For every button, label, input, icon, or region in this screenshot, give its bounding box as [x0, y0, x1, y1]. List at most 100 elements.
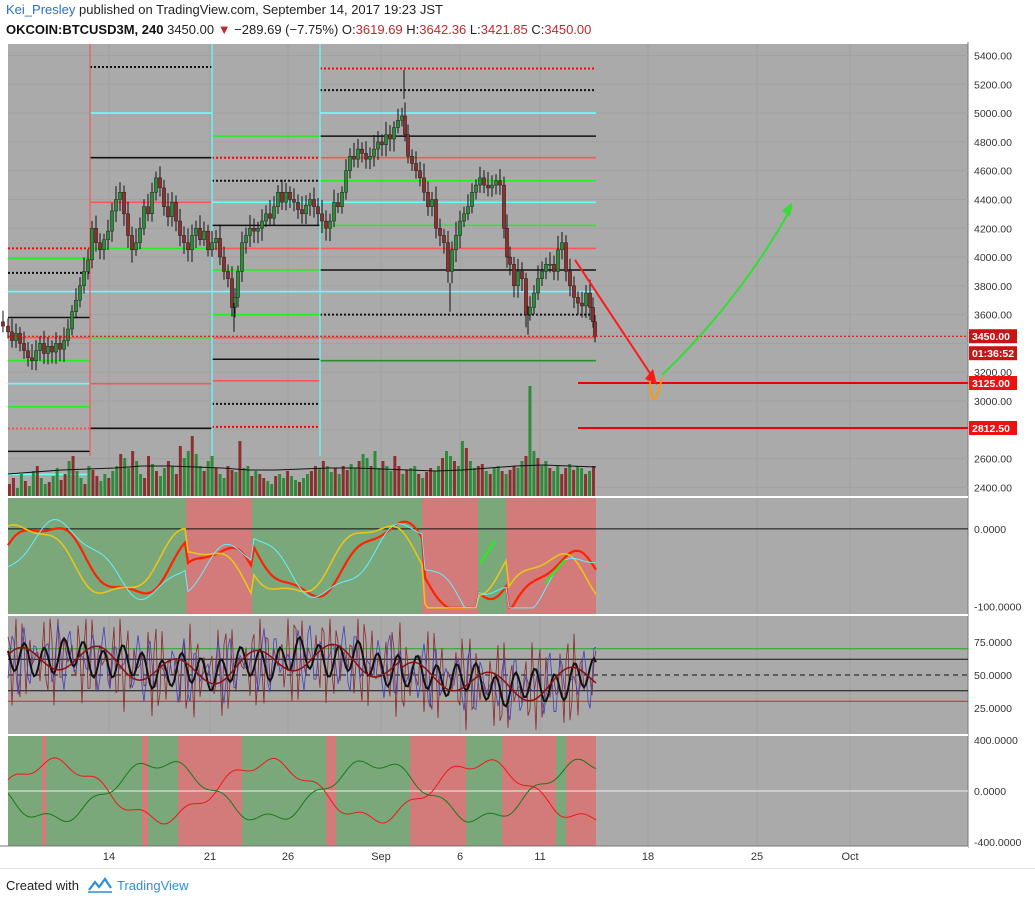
- volume-bar: [47, 482, 51, 496]
- volume-bar: [43, 484, 47, 496]
- candle-body: [403, 115, 407, 135]
- candle-body: [34, 350, 38, 361]
- candle-body: [30, 357, 34, 361]
- volume-bar: [449, 456, 452, 496]
- candle-body: [138, 228, 142, 243]
- volume-bar: [468, 461, 472, 496]
- volume-bar: [238, 441, 242, 496]
- volume-bar: [333, 468, 337, 496]
- y-tick-label: 3800.00: [974, 281, 1012, 293]
- x-tick-label: 21: [204, 851, 216, 863]
- down-arrow-icon: ▼: [217, 22, 231, 37]
- osc3-tick-label: 400.0000: [974, 735, 1018, 747]
- x-tick-label: 6: [457, 851, 463, 863]
- volume-bar: [536, 458, 540, 496]
- volume-bar: [286, 471, 290, 496]
- candle-body: [328, 220, 332, 229]
- author-link[interactable]: Kei_Presley: [6, 2, 76, 17]
- volume-bar: [421, 478, 425, 496]
- y-tick-label: 4600.00: [974, 166, 1012, 178]
- volume-bar: [353, 468, 357, 496]
- candle-body: [210, 242, 214, 251]
- candle-body: [276, 192, 280, 207]
- volume-bar: [155, 471, 158, 496]
- candle-body: [340, 192, 344, 207]
- candle-body: [482, 177, 486, 186]
- candle-body: [162, 187, 166, 207]
- candle-body: [94, 228, 98, 243]
- open-label: O:: [341, 22, 356, 37]
- candle-body: [74, 300, 78, 312]
- volume-bar: [71, 456, 75, 496]
- candle-body: [454, 235, 458, 251]
- volume-bar: [476, 466, 480, 496]
- chart-canvas[interactable]: 5400.00 5200.00 5000.00 4800.00 4600.00 4400.…: [0, 0, 1035, 868]
- volume-bar: [218, 474, 222, 496]
- tradingview-brand-link[interactable]: TradingView: [117, 878, 189, 893]
- volume-bar: [341, 466, 345, 496]
- volume-bar: [230, 470, 234, 496]
- volume-bar: [456, 466, 460, 496]
- volume-bar: [337, 474, 341, 496]
- chart-header: Kei_Presley published on TradingView.com…: [0, 0, 1035, 42]
- volume-bar: [472, 468, 476, 496]
- candle-body: [356, 148, 360, 160]
- candle-body: [450, 249, 454, 272]
- candle-body: [226, 271, 230, 279]
- volume-bar: [592, 466, 595, 496]
- volume-bar: [552, 471, 556, 496]
- candle-body: [446, 242, 450, 272]
- y-tick-label: 5400.00: [974, 51, 1012, 63]
- candle-body: [580, 302, 584, 307]
- y-tick-label: 4000.00: [974, 252, 1012, 264]
- volume-bar: [190, 436, 194, 496]
- volume-bar: [429, 468, 433, 496]
- candle-body: [414, 163, 418, 171]
- volume-bar: [23, 481, 27, 496]
- volume-bar: [262, 478, 266, 496]
- candle-body: [26, 350, 30, 359]
- y-tick-label: 2400.00: [974, 482, 1012, 494]
- price-label-bg: [969, 420, 1017, 435]
- candle-body: [376, 141, 380, 150]
- volume-bar: [178, 446, 182, 496]
- volume-bar: [373, 451, 377, 496]
- osc2-tick-label: 25.0000: [974, 703, 1012, 715]
- x-tick-label: 26: [282, 851, 294, 863]
- volume-bar: [51, 476, 55, 496]
- volume-bar: [198, 466, 202, 496]
- volume-bar: [504, 474, 508, 496]
- candle-body: [528, 307, 532, 315]
- price-label-bg: [969, 329, 1017, 344]
- volume-bar: [309, 471, 313, 496]
- volume-bar: [99, 481, 103, 496]
- volume-bar: [413, 466, 417, 496]
- volume-bar: [540, 466, 544, 496]
- candle-body: [182, 235, 186, 243]
- volume-bar: [83, 484, 87, 496]
- candle-body: [505, 228, 509, 258]
- tradingview-logo-icon[interactable]: [87, 876, 113, 894]
- publish-info: Kei_Presley published on TradingView.com…: [6, 2, 443, 17]
- candle-body: [556, 249, 560, 272]
- y-tick-label: 5200.00: [974, 79, 1012, 91]
- candle-body: [110, 210, 114, 232]
- candle-body: [438, 228, 442, 236]
- osc1-highlight: [479, 539, 496, 565]
- volume-bar: [556, 466, 560, 496]
- y-tick-label: 3600.00: [974, 310, 1012, 322]
- candle-body: [536, 278, 540, 294]
- volume-bar: [405, 470, 409, 496]
- volume-bar: [222, 478, 226, 496]
- x-tick-label: Sep: [371, 851, 391, 863]
- volume-bar: [139, 474, 143, 496]
- volume-bar: [63, 474, 67, 496]
- osc2-line: [7, 623, 597, 721]
- candle-body: [233, 297, 237, 308]
- volume-bar: [381, 461, 385, 496]
- volume-bar: [397, 466, 401, 496]
- volume-bar: [91, 470, 95, 496]
- candle-body: [54, 343, 58, 353]
- volume-bar: [560, 474, 564, 496]
- volume-bar: [369, 466, 373, 496]
